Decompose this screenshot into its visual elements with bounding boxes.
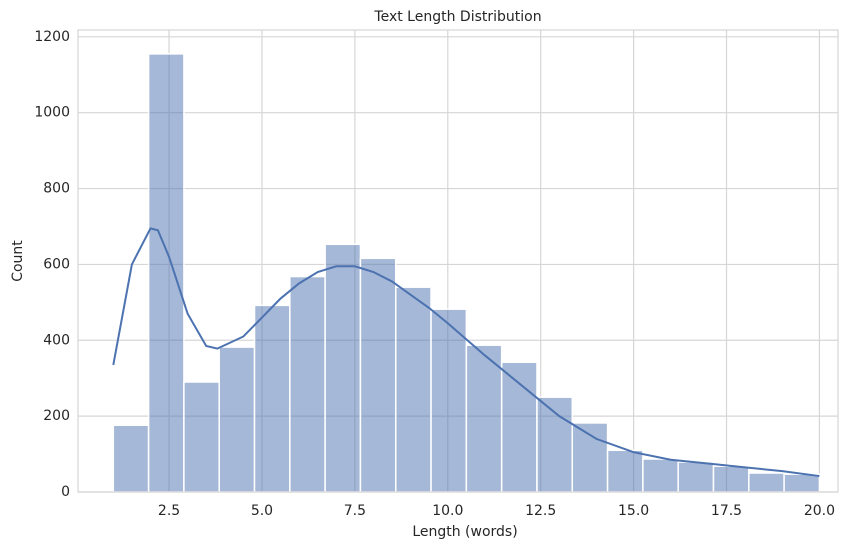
y-tick-label: 400 [43,332,70,348]
bar [465,344,503,493]
x-tick-label: 5.0 [251,503,273,519]
bar [606,449,644,493]
y-tick-label: 0 [61,484,70,500]
y-tick-label: 1000 [34,105,70,121]
bar [183,381,220,493]
bar [112,424,150,493]
y-tick-label: 1200 [34,29,70,45]
bar [359,257,397,493]
x-tick-label: 2.5 [158,503,180,519]
y-tick-label: 800 [43,181,70,197]
y-axis-label: Count [10,240,26,282]
x-tick-label: 12.5 [525,503,556,519]
x-axis-label: Length (words) [412,524,517,540]
x-tick-label: 17.5 [711,503,742,519]
bar [500,361,538,493]
bar [783,473,821,493]
x-tick-label: 15.0 [618,503,649,519]
y-tick-label: 200 [43,408,70,424]
bar [748,472,785,493]
bar [677,461,715,493]
bar [430,308,468,493]
y-tick-label: 600 [43,256,70,272]
bar [324,243,362,493]
bar [218,346,256,493]
x-tick-label: 10.0 [432,503,463,519]
bar [642,458,679,493]
bar [253,304,291,493]
kde-line [112,227,820,478]
bar [289,275,326,493]
bar [147,53,185,493]
bar [395,286,432,493]
x-tick-label: 20.0 [804,503,835,519]
bar [712,465,750,493]
bar [571,422,609,493]
chart-title: Text Length Distribution [373,9,541,25]
plot-frame [77,29,839,493]
x-tick-label: 7.5 [344,503,366,519]
